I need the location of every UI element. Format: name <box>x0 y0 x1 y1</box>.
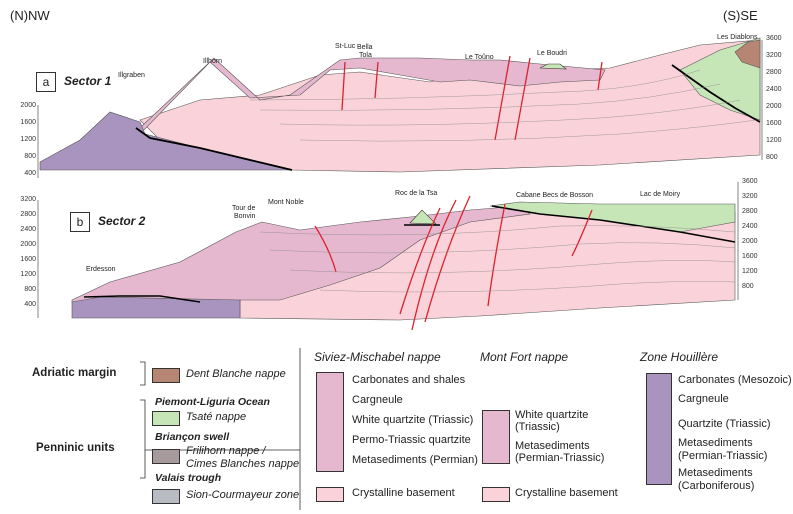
legend-montfort-basement: Crystalline basement <box>515 487 618 499</box>
legend-houillere-item-2: Cargneule <box>678 393 729 405</box>
legend-siviez-basement: Crystalline basement <box>352 487 455 499</box>
legend-frilihorn-2: Cimes Blanches nappe <box>186 458 300 470</box>
place-tourdebonvin-2: Bonvin <box>234 213 256 220</box>
legend-houillere-title: Zone Houillère <box>640 350 719 364</box>
orientation-left: (N)NW <box>10 8 50 23</box>
place-rocdelatsa: Roc de la Tsa <box>395 190 438 197</box>
swatch-montfort-basement <box>482 487 510 502</box>
swatch-dentblanche <box>152 368 180 383</box>
sector1-thrust-right <box>671 64 761 123</box>
place-illhorn: Illhorn <box>203 58 223 65</box>
legend-siviez-title: Siviez-Mischabel nappe <box>314 350 441 364</box>
legend-montfort-title: Mont Fort nappe <box>480 350 569 364</box>
place-bellatola-1: Bella <box>357 44 373 51</box>
sector1-thrust-main <box>135 127 293 171</box>
legend-houillere-item-5: (Permian-Triassic) <box>678 450 768 462</box>
legend-siviez-item-1: Carbonates and shales <box>352 374 466 386</box>
legend-brianconnais: Briançon swell <box>155 431 230 443</box>
swatch-houillere <box>646 373 672 485</box>
sector1-faults <box>341 55 603 141</box>
sector1-title: Sector 1 <box>64 74 112 88</box>
legend-frilihorn-1: Frilihorn nappe / <box>186 445 266 457</box>
legend-siviez-item-3: White quartzite (Triassic) <box>352 414 474 426</box>
legend-tsate: Tsaté nappe <box>186 411 247 423</box>
legend-sion: Sion-Courmayeur zone <box>186 489 300 501</box>
sector2-thrust-left <box>83 295 201 303</box>
sector2-faults <box>314 195 593 331</box>
place-bellatola-2: Tola <box>359 52 372 59</box>
swatch-montfort <box>482 410 510 464</box>
legend-houillere-item-7: (Carboniferous) <box>678 480 755 492</box>
legend-valais: Valais trough <box>155 472 222 484</box>
legend-penninic-units: Penninic units <box>36 442 115 454</box>
place-tourdebonvin-1: Tour de <box>232 205 256 212</box>
sector2-title: Sector 2 <box>98 214 146 228</box>
legend-houillere-item-6: Metasediments <box>678 467 753 479</box>
legend-siviez-item-5: Metasediments (Permian) <box>352 454 478 466</box>
place-cabane: Cabane Becs de Bosson <box>516 192 594 199</box>
sector1-nappe-sm <box>139 57 606 133</box>
legend-dentblanche: Dent Blanche nappe <box>186 368 286 380</box>
sector1-section <box>37 37 763 178</box>
place-montnoble: Mont Noble <box>268 199 304 206</box>
legend-siviez-item-2: Cargneule <box>352 394 403 406</box>
sector1-boudri-patch <box>539 63 567 70</box>
swatch-siviez <box>316 372 344 472</box>
sector1-dentblanche <box>734 39 761 69</box>
place-letouno: Le Toûno <box>465 54 494 61</box>
legend-houillere-item-3: Quartzite (Triassic) <box>678 418 771 430</box>
sector2-roc-patch <box>409 209 437 225</box>
place-stluc: St-Luc <box>335 43 356 50</box>
sector2-letter: b <box>70 212 90 232</box>
legend-montfort-item-3: Metasediments <box>515 440 590 452</box>
legend-adriatic-margin: Adriatic margin <box>32 367 117 379</box>
sector2-section <box>37 182 739 331</box>
legend-houillere-item-1: Carbonates (Mesozoic) <box>678 374 792 386</box>
legend-siviez-item-4: Permo-Triassic quartzite <box>352 434 471 446</box>
place-lesdiablons: Les Diablons <box>717 34 758 41</box>
legend-montfort-item-4: (Permian-Triassic) <box>515 452 605 464</box>
swatch-tsate <box>152 411 180 426</box>
legend-piemont: Piemont-Liguria Ocean <box>155 396 270 408</box>
sector1-letter: a <box>36 72 56 92</box>
place-lacdemoiry: Lac de Moiry <box>640 191 681 198</box>
sector2-bedding <box>259 225 736 293</box>
legend-montfort-item-1: White quartzite <box>515 409 589 421</box>
place-erdesson: Erdesson <box>86 266 116 273</box>
swatch-siviez-basement <box>316 487 344 502</box>
sector1-bedding <box>249 69 757 142</box>
place-leboudri: Le Boudri <box>537 50 567 57</box>
swatch-frilihorn <box>152 449 180 464</box>
swatch-sion <box>152 489 180 504</box>
sector2-thrust-right <box>491 205 736 243</box>
sector2-houillere <box>71 296 241 319</box>
legend-houillere-item-4: Metasediments <box>678 437 753 449</box>
place-illgraben: Illgraben <box>118 72 145 79</box>
legend-montfort-item-2: (Triassic) <box>515 421 560 433</box>
orientation-right: (S)SE <box>723 8 758 23</box>
